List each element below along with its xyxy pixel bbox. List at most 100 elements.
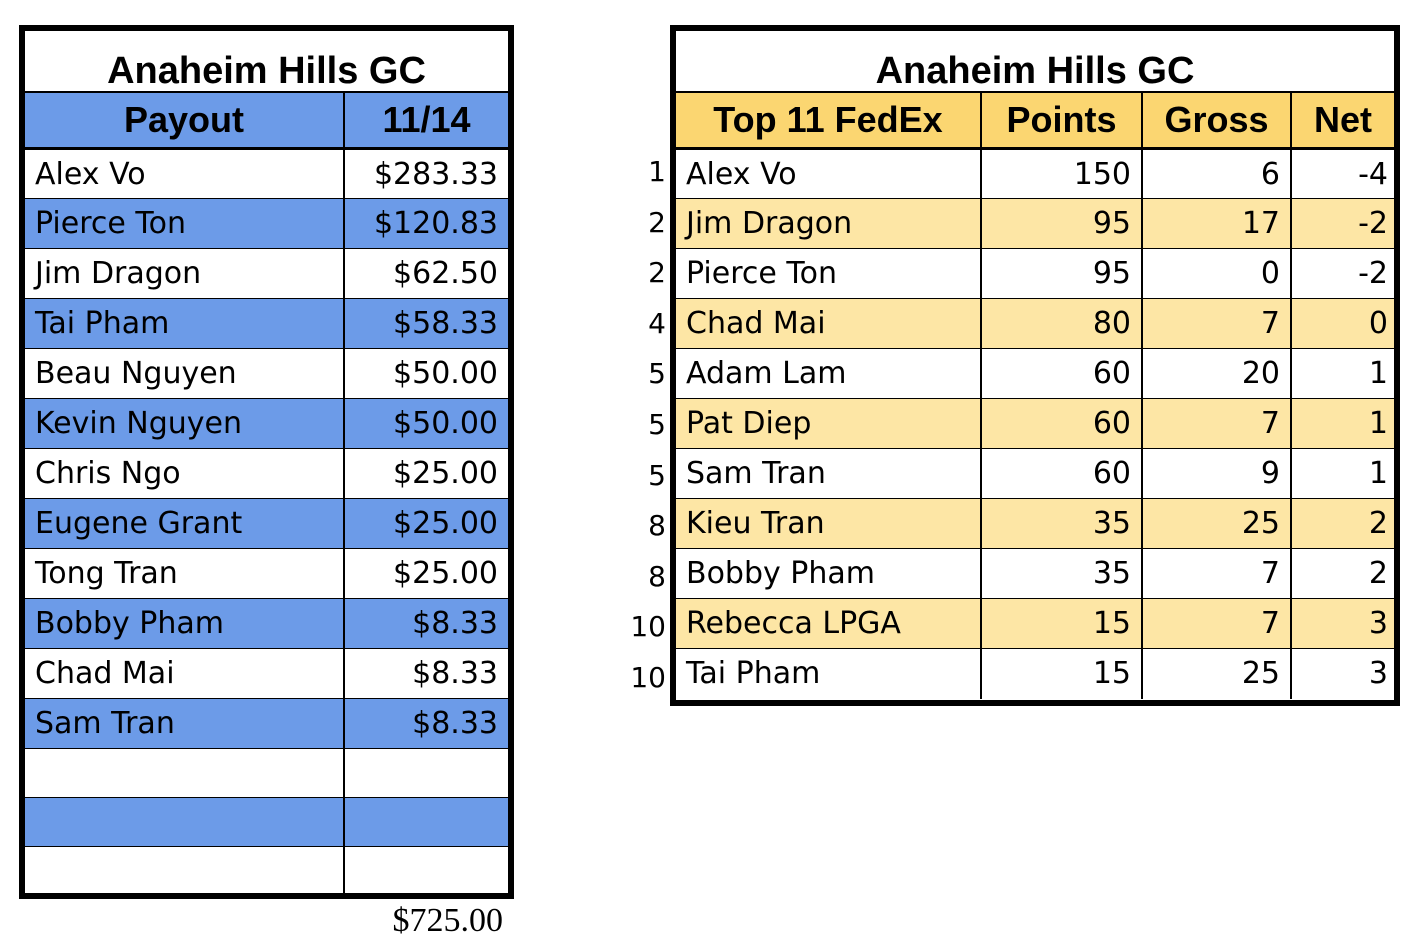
fedex-points: 35 bbox=[980, 498, 1142, 549]
fedex-player-name: Rebecca LPGA bbox=[676, 598, 981, 649]
fedex-points: 60 bbox=[980, 448, 1142, 499]
fedex-row: Bobby Pham 35 7 2 bbox=[676, 548, 1394, 599]
fedex-row: Kieu Tran 35 25 2 bbox=[676, 498, 1394, 549]
fedex-row: Adam Lam 60 20 1 bbox=[676, 348, 1394, 399]
fedex-player-name: Adam Lam bbox=[676, 348, 981, 399]
payout-header-date: 11/14 bbox=[343, 93, 508, 150]
payout-amount bbox=[343, 846, 508, 896]
fedex-points: 15 bbox=[980, 598, 1142, 649]
fedex-player-name: Bobby Pham bbox=[676, 548, 981, 599]
fedex-player-name: Kieu Tran bbox=[676, 498, 981, 549]
fedex-gross: 7 bbox=[1141, 398, 1291, 449]
payout-player-name: Sam Tran bbox=[25, 698, 344, 749]
payout-row: Sam Tran $8.33 bbox=[25, 698, 508, 749]
payout-amount: $50.00 bbox=[343, 398, 508, 449]
fedex-gross: 7 bbox=[1141, 298, 1291, 349]
fedex-points: 95 bbox=[980, 198, 1142, 249]
fedex-gross: 7 bbox=[1141, 548, 1291, 599]
fedex-header-row: Top 11 FedEx Points Gross Net bbox=[676, 93, 1394, 150]
payout-amount: $62.50 bbox=[343, 248, 508, 299]
payout-total: $725.00 bbox=[392, 902, 504, 939]
fedex-net: 3 bbox=[1290, 648, 1394, 699]
fedex-gross: 6 bbox=[1141, 148, 1291, 199]
payout-player-name: Alex Vo bbox=[25, 148, 344, 199]
fedex-row: Tai Pham 15 25 3 bbox=[676, 648, 1394, 699]
fedex-row: Jim Dragon 95 17 -2 bbox=[676, 198, 1394, 249]
fedex-net: 2 bbox=[1290, 498, 1394, 549]
payout-player-name bbox=[25, 846, 344, 896]
fedex-row: Alex Vo 150 6 -4 bbox=[676, 148, 1394, 199]
fedex-points: 60 bbox=[980, 348, 1142, 399]
fedex-player-name: Alex Vo bbox=[676, 148, 981, 199]
payout-player-name: Jim Dragon bbox=[25, 248, 344, 299]
payout-table: Payout 11/14 Alex Vo $283.33 Pierce Ton $12… bbox=[25, 93, 508, 896]
fedex-gross: 20 bbox=[1141, 348, 1291, 399]
payout-player-name: Bobby Pham bbox=[25, 598, 344, 649]
fedex-gross: 25 bbox=[1141, 648, 1291, 699]
fedex-table: Top 11 FedEx Points Gross Net Alex Vo 150… bbox=[676, 93, 1394, 699]
fedex-points: 80 bbox=[980, 298, 1142, 349]
payout-row: Eugene Grant $25.00 bbox=[25, 498, 508, 549]
fedex-header-net: Net bbox=[1290, 93, 1394, 150]
fedex-rank: 1 bbox=[648, 155, 666, 188]
fedex-header-points: Points bbox=[980, 93, 1142, 150]
fedex-sheet: Anaheim Hills GC Top 11 FedEx Points Gro… bbox=[670, 25, 1400, 706]
fedex-player-name: Tai Pham bbox=[676, 648, 981, 699]
payout-player-name: Pierce Ton bbox=[25, 198, 344, 249]
fedex-points: 15 bbox=[980, 648, 1142, 699]
fedex-rank: 5 bbox=[648, 458, 666, 492]
payout-player-name: Eugene Grant bbox=[25, 498, 344, 549]
payout-amount: $283.33 bbox=[343, 148, 508, 199]
fedex-net: 1 bbox=[1290, 448, 1394, 499]
payout-amount: $120.83 bbox=[343, 198, 508, 249]
payout-amount: $58.33 bbox=[343, 298, 508, 349]
fedex-rank: 5 bbox=[648, 357, 666, 391]
fedex-net: 3 bbox=[1290, 598, 1394, 649]
payout-row: Pierce Ton $120.83 bbox=[25, 198, 508, 249]
fedex-header-gross: Gross bbox=[1141, 93, 1291, 150]
fedex-player-name: Chad Mai bbox=[676, 298, 981, 349]
payout-row: Tong Tran $25.00 bbox=[25, 548, 508, 599]
payout-row: Kevin Nguyen $50.00 bbox=[25, 398, 508, 449]
payout-player-name bbox=[25, 797, 344, 847]
payout-sheet: Anaheim Hills GC Payout 11/14 Alex Vo $28… bbox=[19, 25, 514, 899]
fedex-net: 1 bbox=[1290, 348, 1394, 399]
payout-player-name bbox=[25, 748, 344, 798]
fedex-row: Rebecca LPGA 15 7 3 bbox=[676, 598, 1394, 649]
fedex-row: Chad Mai 80 7 0 bbox=[676, 298, 1394, 349]
fedex-net: 0 bbox=[1290, 298, 1394, 349]
payout-row bbox=[25, 846, 508, 896]
fedex-rank: 8 bbox=[648, 509, 666, 543]
payout-row bbox=[25, 797, 508, 847]
payout-player-name: Chris Ngo bbox=[25, 448, 344, 499]
fedex-rank: 4 bbox=[648, 306, 666, 340]
payout-amount bbox=[343, 748, 508, 798]
fedex-player-name: Pat Diep bbox=[676, 398, 981, 449]
payout-title: Anaheim Hills GC bbox=[25, 31, 508, 93]
fedex-rank: 8 bbox=[648, 559, 666, 593]
payout-amount bbox=[343, 797, 508, 847]
fedex-rank: 10 bbox=[630, 610, 666, 644]
fedex-gross: 0 bbox=[1141, 248, 1291, 299]
fedex-points: 95 bbox=[980, 248, 1142, 299]
payout-player-name: Kevin Nguyen bbox=[25, 398, 344, 449]
payout-row: Alex Vo $283.33 bbox=[25, 148, 508, 199]
fedex-rank: 5 bbox=[648, 408, 666, 441]
fedex-row: Pat Diep 60 7 1 bbox=[676, 398, 1394, 449]
payout-row: Tai Pham $58.33 bbox=[25, 298, 508, 349]
payout-amount: $8.33 bbox=[343, 598, 508, 649]
fedex-rank: 2 bbox=[648, 205, 666, 239]
payout-header-row: Payout 11/14 bbox=[25, 93, 508, 150]
payout-amount: $50.00 bbox=[343, 348, 508, 399]
payout-row: Beau Nguyen $50.00 bbox=[25, 348, 508, 399]
payout-player-name: Tong Tran bbox=[25, 548, 344, 599]
payout-row: Bobby Pham $8.33 bbox=[25, 598, 508, 649]
fedex-net: -2 bbox=[1290, 248, 1394, 299]
payout-row: Chris Ngo $25.00 bbox=[25, 448, 508, 499]
payout-amount: $8.33 bbox=[343, 648, 508, 699]
fedex-points: 35 bbox=[980, 548, 1142, 599]
fedex-points: 60 bbox=[980, 398, 1142, 449]
fedex-title: Anaheim Hills GC bbox=[676, 31, 1394, 93]
payout-amount: $8.33 bbox=[343, 698, 508, 749]
fedex-rank: 10 bbox=[630, 661, 666, 694]
